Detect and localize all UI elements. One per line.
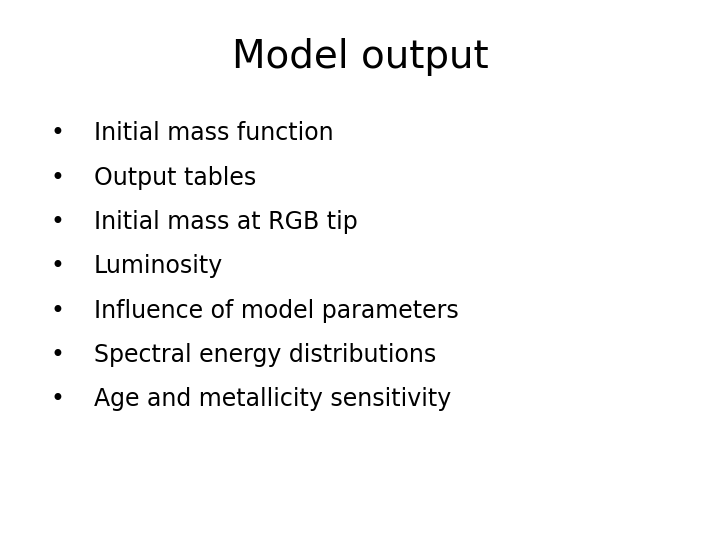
Text: Initial mass function: Initial mass function: [94, 122, 333, 145]
Text: •: •: [50, 343, 65, 367]
Text: Luminosity: Luminosity: [94, 254, 223, 278]
Text: Initial mass at RGB tip: Initial mass at RGB tip: [94, 210, 357, 234]
Text: Spectral energy distributions: Spectral energy distributions: [94, 343, 436, 367]
Text: Model output: Model output: [232, 38, 488, 76]
Text: •: •: [50, 299, 65, 322]
Text: •: •: [50, 387, 65, 411]
Text: Output tables: Output tables: [94, 166, 256, 190]
Text: Age and metallicity sensitivity: Age and metallicity sensitivity: [94, 387, 451, 411]
Text: •: •: [50, 166, 65, 190]
Text: •: •: [50, 210, 65, 234]
Text: •: •: [50, 122, 65, 145]
Text: Influence of model parameters: Influence of model parameters: [94, 299, 459, 322]
Text: •: •: [50, 254, 65, 278]
